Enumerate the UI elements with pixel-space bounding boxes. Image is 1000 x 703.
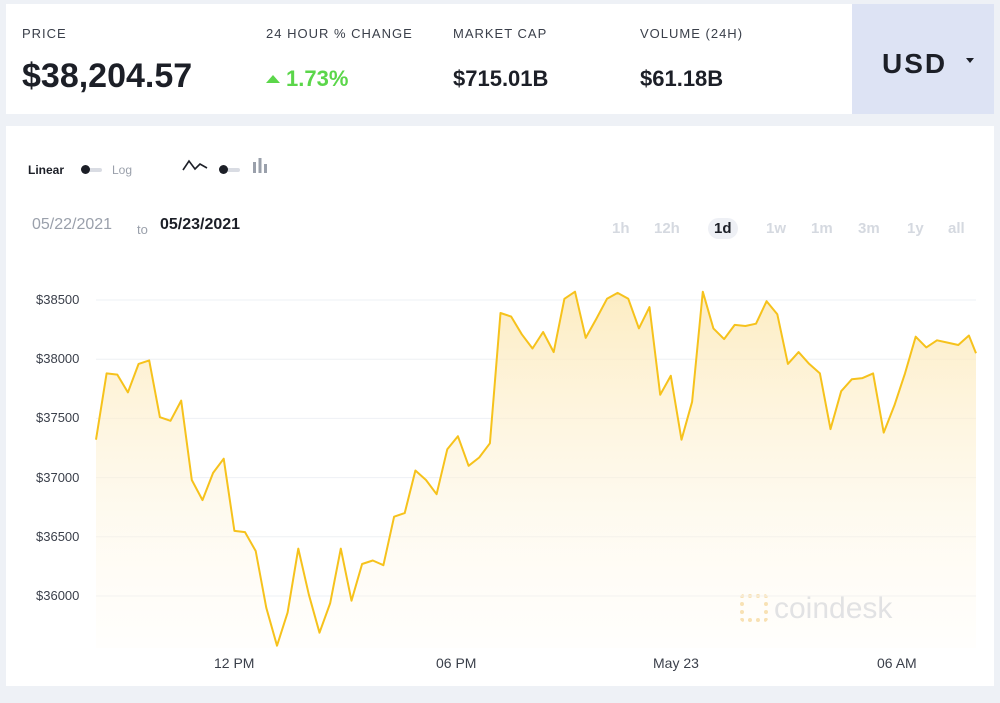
currency-selector[interactable]: USD [852, 4, 994, 114]
currency-label: USD [882, 48, 948, 79]
up-arrow-icon [266, 75, 280, 83]
change-value: 1.73% [286, 66, 349, 91]
range-1h[interactable]: 1h [612, 220, 630, 237]
linear-label[interactable]: Linear [28, 163, 65, 177]
log-label[interactable]: Log [112, 163, 133, 177]
range-1y[interactable]: 1y [907, 220, 924, 237]
y-tick-label: $38500 [36, 292, 80, 307]
market-cap-label: MARKET CAP [453, 26, 548, 41]
toggle-knob [219, 165, 228, 174]
y-tick-label: $36500 [36, 529, 80, 544]
scale-toggle[interactable] [81, 165, 102, 174]
date-to[interactable]: 05/23/2021 [160, 216, 241, 233]
range-3m[interactable]: 3m [858, 220, 880, 237]
chart-panel: Linear Log 05/22/2021 to 05/23/2021 1h 1… [6, 126, 994, 686]
x-tick-label: 06 PM [436, 655, 477, 671]
x-tick-label: 12 PM [214, 655, 255, 671]
change-label: 24 HOUR % CHANGE [266, 26, 413, 41]
stats-bar: PRICE $38,204.57 24 HOUR % CHANGE 1.73% … [6, 4, 994, 114]
range-1w[interactable]: 1w [766, 220, 787, 237]
toggle-knob [81, 165, 90, 174]
y-tick-label: $37500 [36, 410, 80, 425]
market-cap-value: $715.01B [453, 66, 549, 91]
price-label: PRICE [22, 26, 67, 41]
price-value: $38,204.57 [22, 57, 193, 95]
volume-value: $61.18B [640, 66, 724, 91]
price-chart [95, 290, 977, 648]
line-chart-icon[interactable] [182, 158, 208, 174]
y-tick-label: $37000 [36, 470, 80, 485]
bar-chart-icon[interactable] [252, 157, 268, 173]
volume-label: VOLUME (24H) [640, 26, 744, 41]
y-tick-label: $38000 [36, 351, 80, 366]
date-from[interactable]: 05/22/2021 [32, 216, 113, 233]
price-line[interactable] [95, 290, 977, 647]
range-12h[interactable]: 12h [654, 220, 680, 237]
caret-down-icon [966, 58, 974, 63]
y-tick-label: $36000 [36, 588, 80, 603]
x-tick-label: May 23 [653, 655, 699, 671]
price-area-fill [96, 291, 976, 648]
date-to-word: to [137, 222, 148, 237]
chart-type-toggle[interactable] [219, 165, 240, 174]
range-1m[interactable]: 1m [811, 220, 833, 237]
change-value-wrap: 1.73% [266, 66, 348, 92]
x-tick-label: 06 AM [877, 655, 917, 671]
range-1d[interactable]: 1d [708, 218, 738, 239]
range-all[interactable]: all [948, 220, 965, 237]
